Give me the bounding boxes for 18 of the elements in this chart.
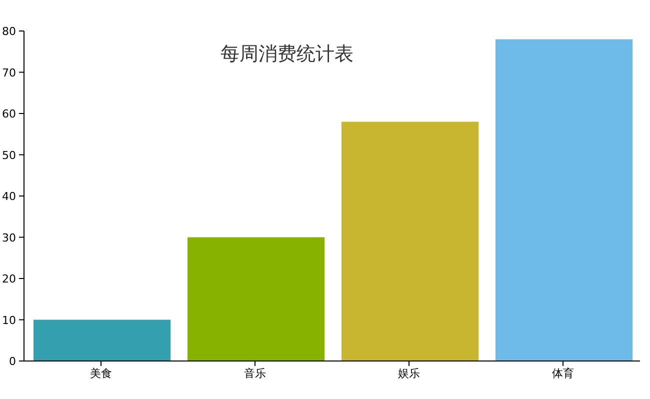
text: 每周消费统计表	[220, 44, 354, 65]
y-tick-label: 0	[9, 355, 16, 368]
bar	[495, 39, 633, 361]
y-tick-label: 10	[2, 314, 16, 327]
x-tick-label: 音乐	[244, 367, 266, 380]
bar	[33, 320, 171, 361]
x-tick-label: 美食	[90, 367, 112, 380]
y-tick-label: 60	[2, 108, 16, 120]
bar	[341, 122, 479, 361]
y-tick-label: 30	[2, 231, 16, 244]
y-tick-label: 70	[2, 66, 16, 80]
x-tick-label: 娱乐	[398, 367, 420, 380]
y-tick-label: 80	[2, 25, 16, 38]
bar	[187, 237, 325, 361]
x-tick-label: 体育	[552, 367, 574, 380]
y-tick-label: 40	[2, 190, 16, 203]
y-tick-label: 50	[2, 148, 16, 162]
y-tick-label: 20	[2, 272, 16, 286]
